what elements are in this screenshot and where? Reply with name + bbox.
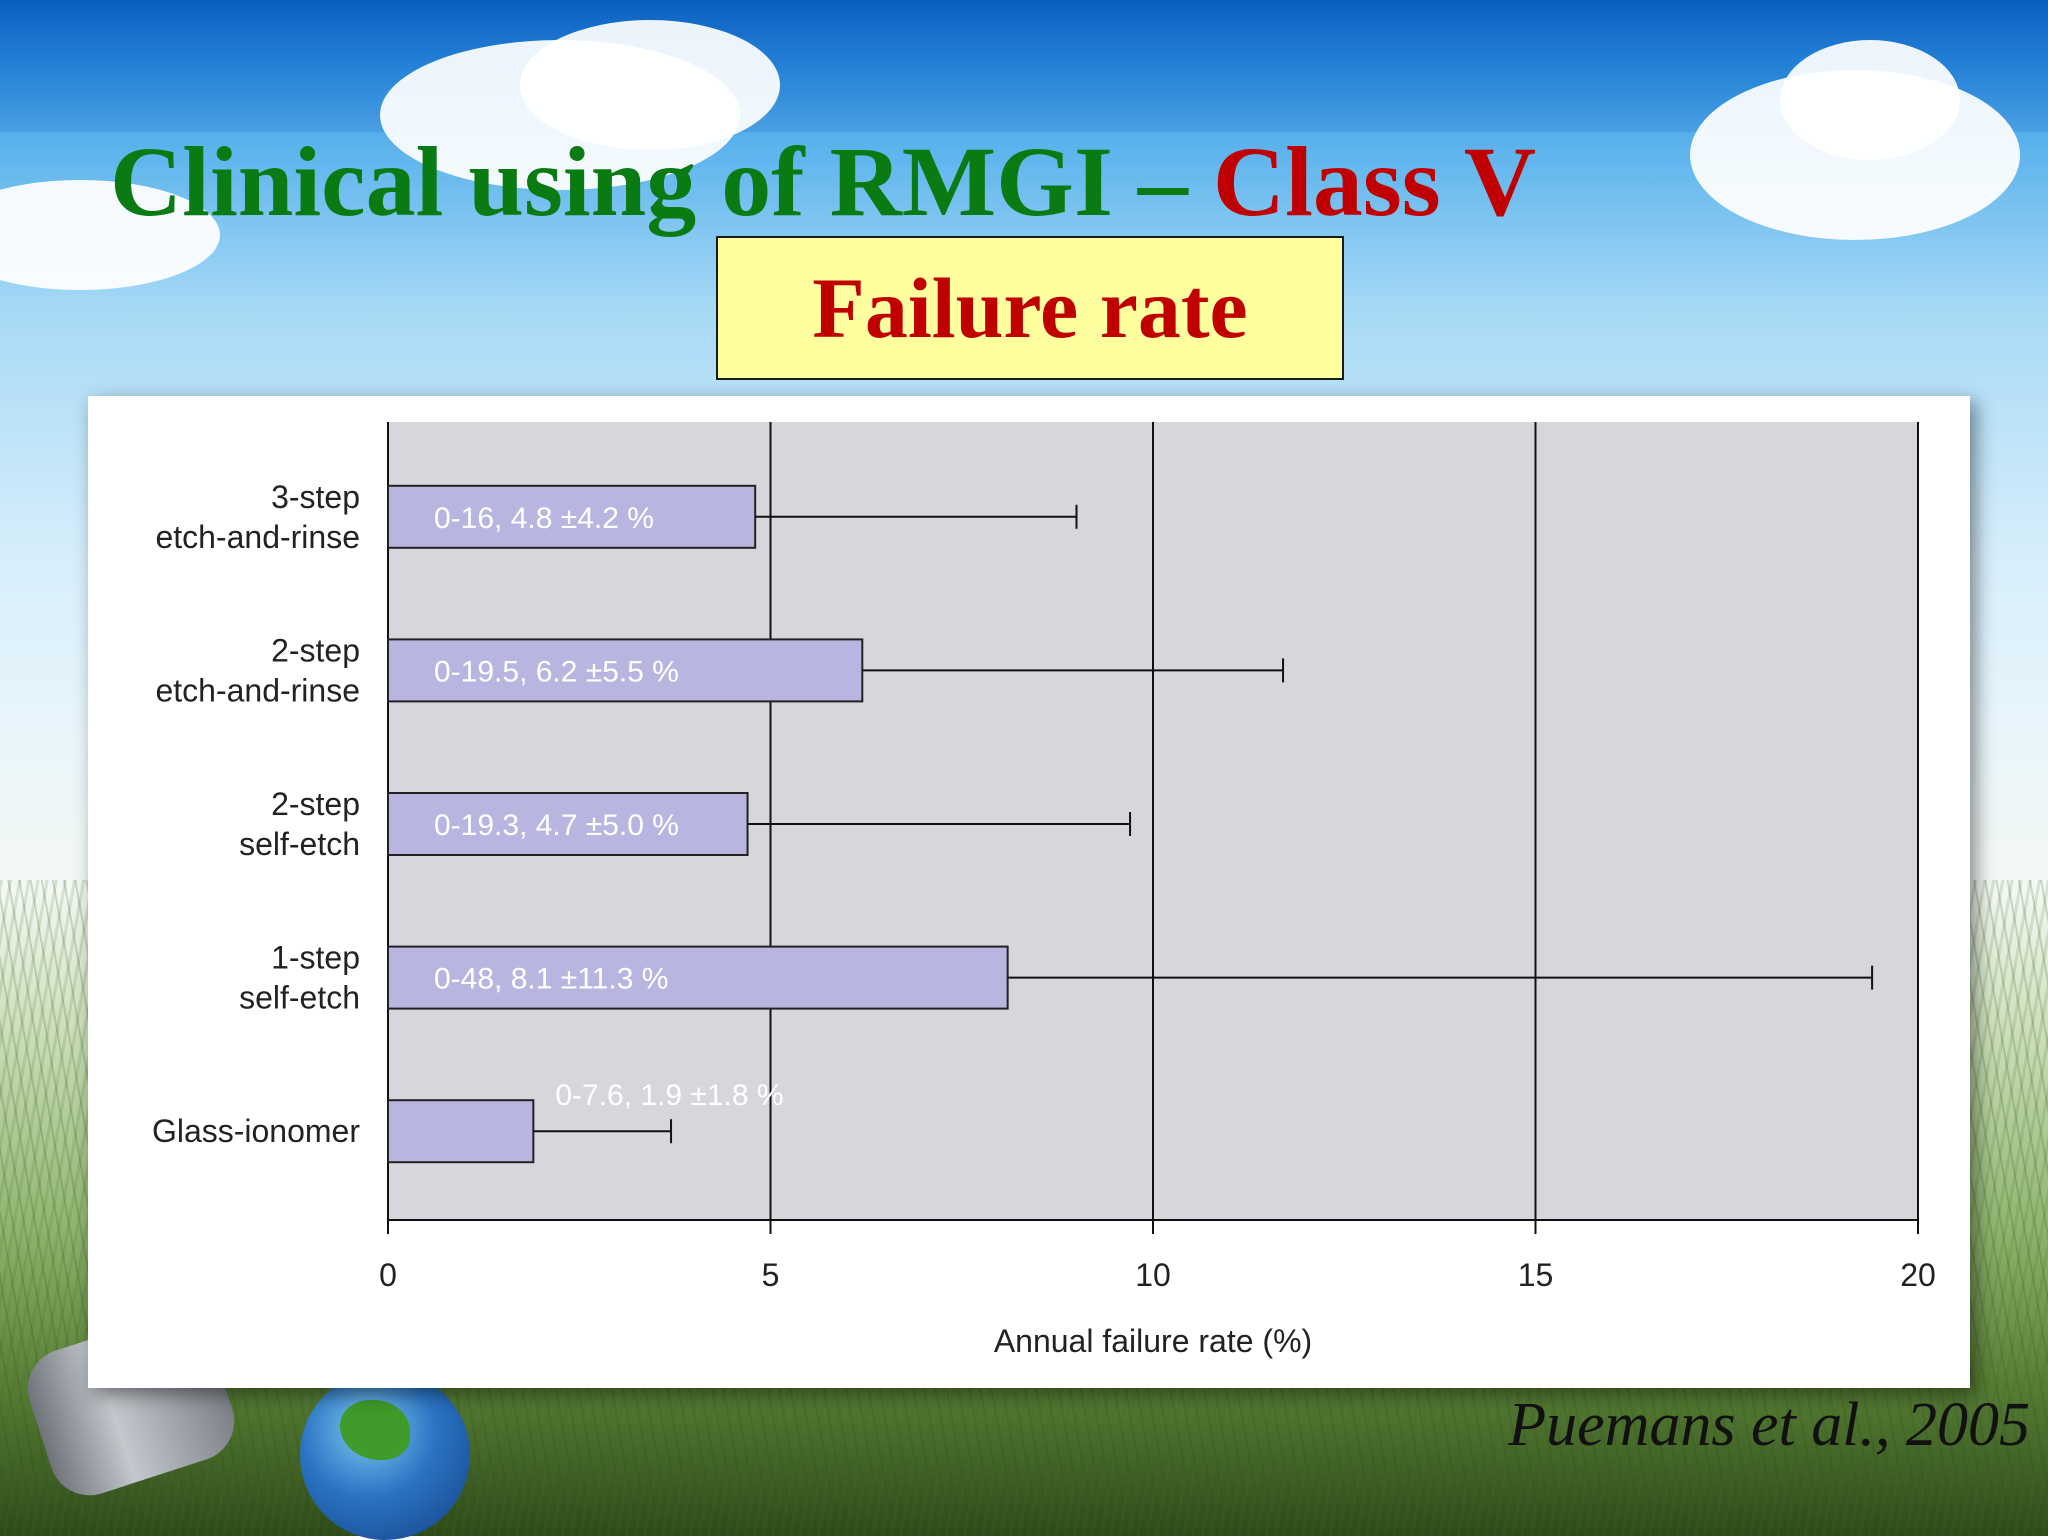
category-label-4-0: Glass-ionomer bbox=[152, 1113, 360, 1149]
category-label-2-0: 2-step bbox=[271, 786, 360, 822]
citation: Puemans et al., 2005 bbox=[1508, 1391, 2030, 1459]
data-label-2: 0-19.3, 4.7 ±5.0 % bbox=[434, 809, 679, 842]
category-label-0-0: 3-step bbox=[271, 479, 360, 515]
x-tick-label-15: 15 bbox=[1518, 1257, 1554, 1293]
bar-3 bbox=[387, 945, 1009, 1010]
category-label-1-1: etch-and-rinse bbox=[155, 672, 360, 708]
data-label-3: 0-48, 8.1 ±11.3 % bbox=[434, 963, 668, 996]
cloud-right-2 bbox=[1780, 40, 1960, 160]
x-tick-label-5: 5 bbox=[762, 1257, 780, 1293]
bar-2 bbox=[387, 792, 749, 856]
category-label-2-1: self-etch bbox=[239, 826, 360, 862]
chart-panel: 0 5 10 15 20 0-16, 4.8 ±4.2 % 3-step etch-and-… bbox=[88, 396, 1970, 1388]
slide-title-part2: Class V bbox=[1212, 126, 1537, 237]
globe-decoration bbox=[300, 1370, 470, 1540]
bar-4 bbox=[387, 1099, 535, 1164]
x-tick-label-10: 10 bbox=[1135, 1257, 1171, 1293]
slide-title: Clinical using of RMGI – Class V bbox=[110, 124, 1536, 240]
x-axis-label: Annual failure rate (%) bbox=[994, 1323, 1312, 1359]
grid-lines bbox=[769, 422, 1919, 1220]
subtitle-text: Failure rate bbox=[812, 260, 1248, 356]
category-label-3-0: 1-step bbox=[271, 940, 360, 976]
data-label-1: 0-19.5, 6.2 ±5.5 % bbox=[434, 655, 679, 688]
category-label-3-1: self-etch bbox=[239, 980, 360, 1016]
bar-0 bbox=[387, 484, 757, 549]
sky-band bbox=[0, 0, 2048, 132]
bar-1 bbox=[387, 638, 864, 703]
category-label-1-0: 2-step bbox=[271, 632, 360, 668]
cloud-left-2 bbox=[520, 20, 780, 150]
category-label-0-1: etch-and-rinse bbox=[155, 519, 360, 555]
data-label-4: 0-7.6, 1.9 ±1.8 % bbox=[555, 1079, 783, 1112]
x-tick-label-20: 20 bbox=[1900, 1257, 1936, 1293]
x-tick-label-0: 0 bbox=[379, 1257, 397, 1293]
cloud-far-left bbox=[0, 180, 220, 290]
bars: 0-16, 4.8 ±4.2 % 3-step etch-and-rinse 0-19… bbox=[152, 479, 1874, 1164]
data-label-0: 0-16, 4.8 ±4.2 % bbox=[434, 502, 654, 535]
subtitle-box: Failure rate bbox=[716, 236, 1344, 380]
slide-title-part1: Clinical using of RMGI – bbox=[110, 126, 1213, 237]
failure-rate-chart: 0 5 10 15 20 0-16, 4.8 ±4.2 % 3-step etch-and-… bbox=[152, 422, 1936, 1359]
